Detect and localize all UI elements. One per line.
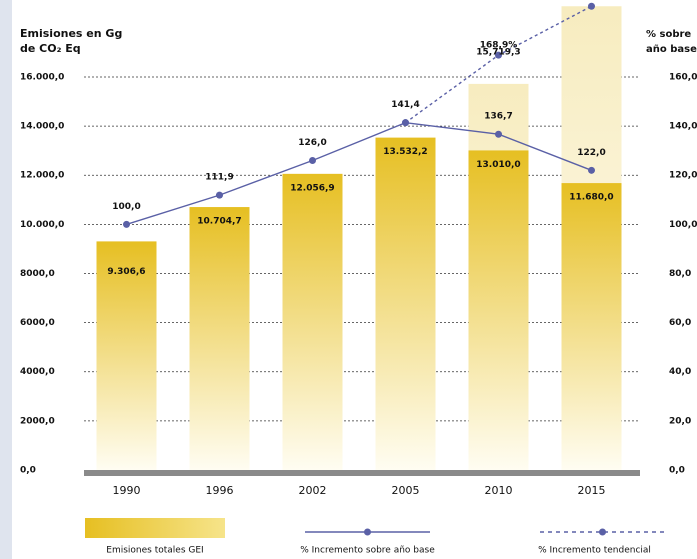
x-tick-label: 2005 xyxy=(392,484,420,497)
point-label: 136,7 xyxy=(484,112,512,122)
bar xyxy=(282,173,343,470)
legend-marker xyxy=(599,528,606,536)
point xyxy=(402,119,409,127)
point xyxy=(495,51,502,59)
x-tick-label: 1990 xyxy=(113,484,141,497)
bar xyxy=(561,183,622,471)
y-tick-label: 10.000,0 xyxy=(20,220,64,230)
point-label: 100,0 xyxy=(112,202,140,212)
y2-axis-title: % sobre xyxy=(646,29,691,40)
point-label: 168,9% xyxy=(480,41,518,51)
legend-label: % Incremento tendencial xyxy=(538,546,651,556)
point xyxy=(216,191,223,199)
y-tick-label: 6000,0 xyxy=(20,318,55,328)
point xyxy=(588,166,595,174)
bar-label: 11.680,0 xyxy=(569,193,613,203)
x-tick-label: 2002 xyxy=(299,484,327,497)
x-axis xyxy=(84,470,640,476)
bar xyxy=(189,207,250,470)
bar-label: 10.704,7 xyxy=(197,217,241,227)
x-tick-label: 2015 xyxy=(578,484,606,497)
y-tick-label: 14.000,0 xyxy=(20,122,64,132)
y2-tick-label: 20,0 xyxy=(669,416,691,426)
side-strip xyxy=(0,0,12,559)
bar-label: 12.056,9 xyxy=(290,183,334,193)
point xyxy=(123,220,130,228)
y2-tick-label: 140,0 xyxy=(669,122,697,132)
x-tick-label: 2010 xyxy=(485,484,513,497)
y-tick-label: 16.000,0 xyxy=(20,72,64,82)
point xyxy=(588,2,595,10)
x-tick-label: 1996 xyxy=(206,484,234,497)
legend-label: Emisiones totales GEI xyxy=(106,546,203,556)
legend-marker xyxy=(364,528,371,536)
point xyxy=(309,157,316,165)
bar-label: 13.010,0 xyxy=(476,160,520,170)
point-label: 111,9 xyxy=(205,173,233,183)
y2-tick-label: 80,0 xyxy=(669,269,691,279)
bar xyxy=(96,241,157,470)
y-tick-label: 0,0 xyxy=(20,466,36,476)
y2-tick-label: 100,0 xyxy=(669,220,697,230)
point-label: 122,0 xyxy=(577,148,605,158)
point xyxy=(495,130,502,138)
y2-tick-label: 160,0 xyxy=(669,72,697,82)
y-tick-label: 8000,0 xyxy=(20,269,55,279)
point-label: 126,0 xyxy=(298,138,326,148)
bar-label: 9.306,6 xyxy=(107,267,145,277)
y-tick-label: 2000,0 xyxy=(20,416,55,426)
y2-tick-label: 0,0 xyxy=(669,466,685,476)
bar xyxy=(375,137,436,470)
bar-label: 15,719,3 xyxy=(476,47,520,57)
y2-tick-label: 40,0 xyxy=(669,367,691,377)
y-axis-title: Emisiones en Gg xyxy=(20,27,122,40)
legend-swatch xyxy=(85,518,225,538)
point-label: 141,4 xyxy=(391,100,419,110)
bar xyxy=(468,150,529,470)
y-tick-label: 12.000,0 xyxy=(20,171,64,181)
y2-tick-label: 60,0 xyxy=(669,318,691,328)
legend-label: % Incremento sobre año base xyxy=(300,546,435,556)
y-tick-label: 4000,0 xyxy=(20,367,55,377)
bar-label: 13.532,2 xyxy=(383,147,427,157)
line xyxy=(126,121,592,226)
y2-tick-label: 120,0 xyxy=(669,171,697,181)
y-axis-title: de CO₂ Eq xyxy=(20,42,81,55)
y2-axis-title: año base xyxy=(646,44,697,55)
